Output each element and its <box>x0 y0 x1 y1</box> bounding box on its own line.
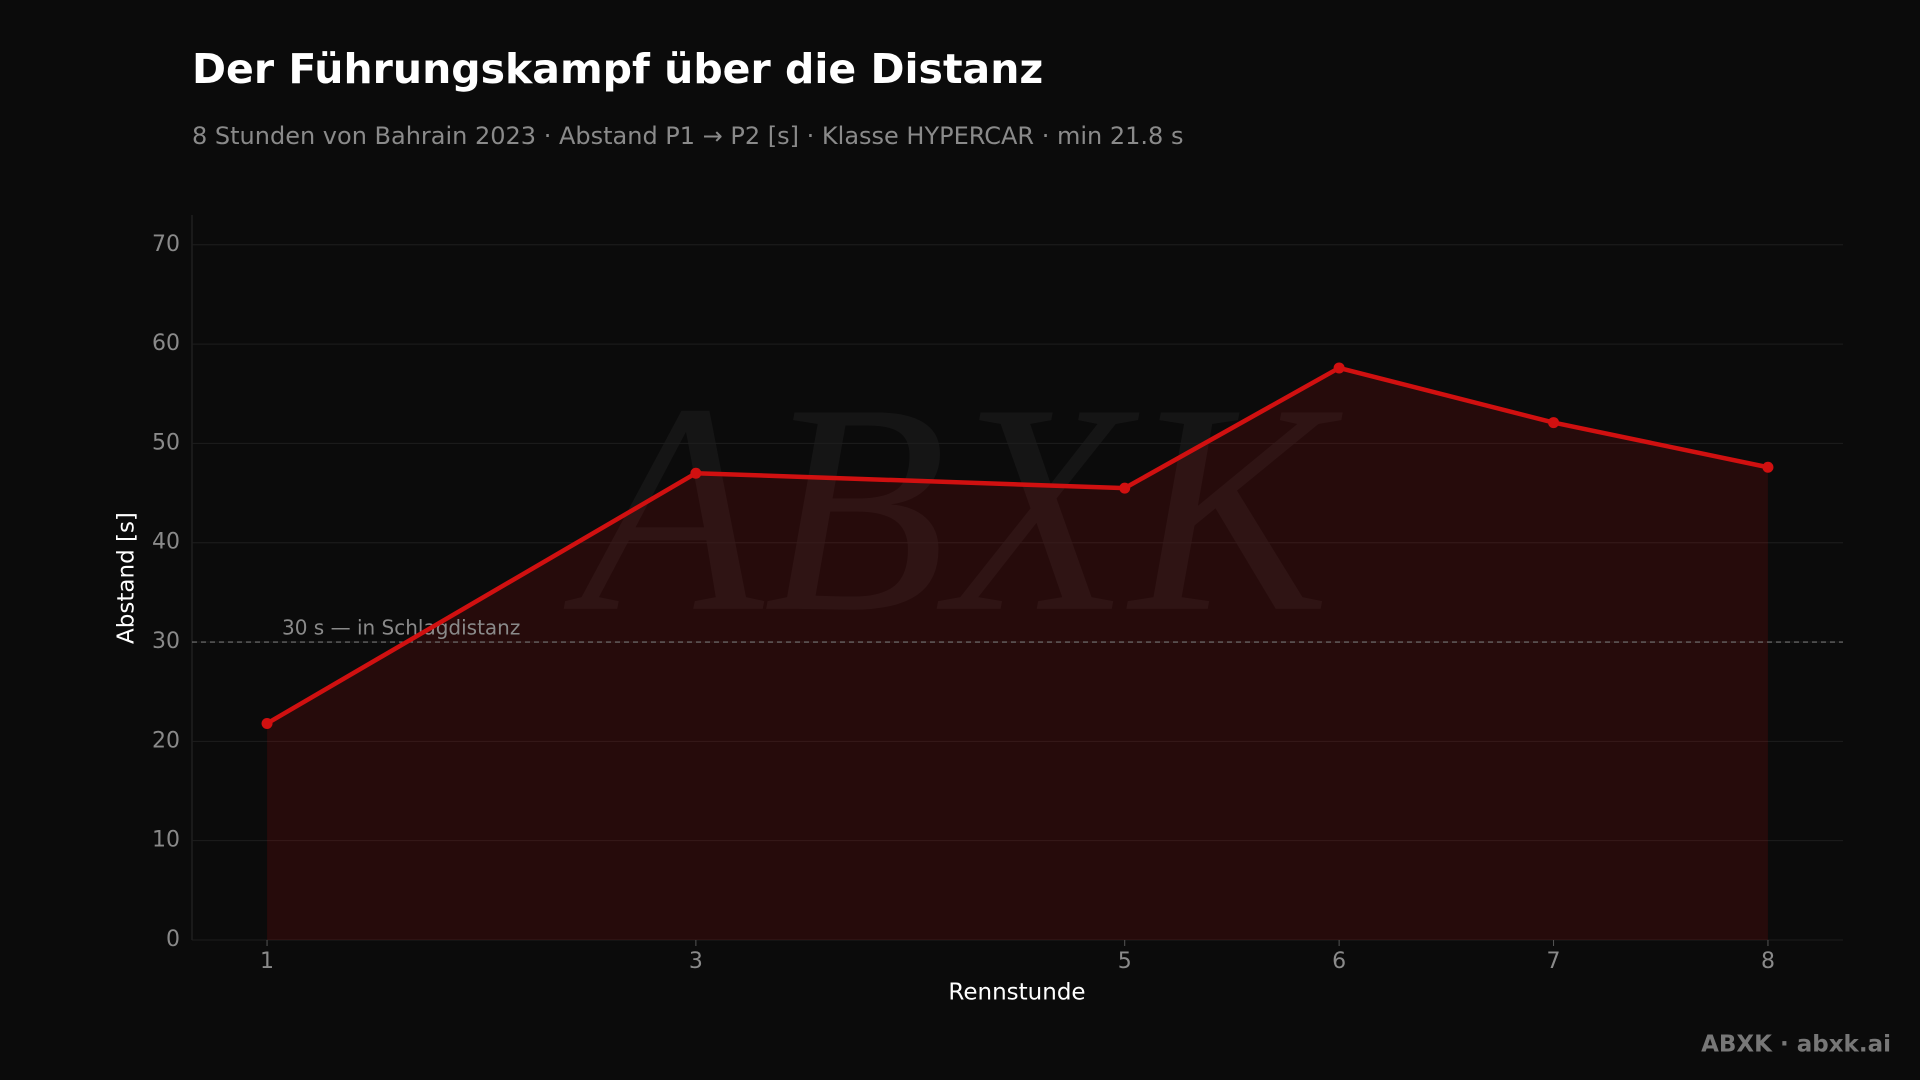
x-tick-label: 8 <box>1761 949 1775 974</box>
y-axis-label: Abstand [s] <box>114 512 140 644</box>
x-tick-label: 6 <box>1332 949 1346 974</box>
point <box>1333 362 1345 374</box>
y-tick-label: 50 <box>152 430 180 455</box>
y-tick-label: 10 <box>152 828 180 853</box>
x-axis-label: Rennstunde <box>948 980 1085 1006</box>
y-tick-label: 20 <box>152 728 180 753</box>
x-tick-label: 5 <box>1118 949 1132 974</box>
x-tick-label: 3 <box>689 949 703 974</box>
reference-label: 30 s — in Schlagdistanz <box>282 616 520 640</box>
y-tick-label: 70 <box>152 232 180 257</box>
point <box>1548 417 1560 429</box>
x-tick-label: 7 <box>1547 949 1561 974</box>
area <box>267 367 1768 940</box>
x-tick-label: 1 <box>260 949 274 974</box>
point <box>690 467 702 479</box>
point <box>1119 482 1131 494</box>
y-tick-label: 40 <box>152 530 180 555</box>
point <box>261 717 273 729</box>
y-tick-label: 0 <box>166 927 180 952</box>
line <box>265 365 1769 726</box>
y-tick-label: 60 <box>152 331 180 356</box>
watermark: ABXK <box>561 342 1345 674</box>
chart-title: Der Führungskampf über die Distanz <box>192 45 1043 93</box>
footer: ABXK · abxk.ai <box>1701 1032 1891 1058</box>
chart-subtitle: 8 Stunden von Bahrain 2023 · Abstand P1 … <box>192 122 1183 150</box>
y-tick-label: 30 <box>152 629 180 654</box>
point <box>1762 461 1774 473</box>
